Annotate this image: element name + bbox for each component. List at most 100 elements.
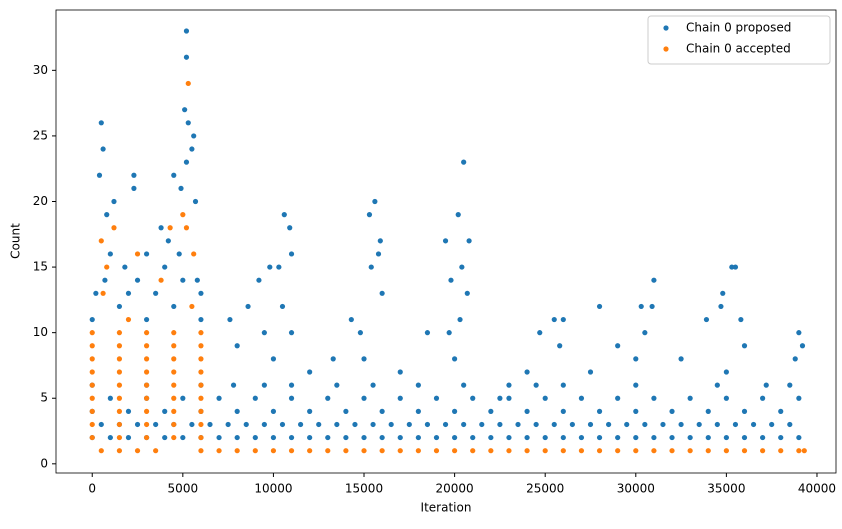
scatter-point	[116, 395, 123, 401]
scatter-point	[288, 448, 295, 454]
scatter-point	[191, 133, 197, 139]
scatter-point	[281, 212, 287, 218]
scatter-point	[379, 448, 385, 454]
scatter-point	[171, 330, 177, 336]
scatter-point	[104, 264, 110, 270]
scatter-point	[143, 343, 150, 349]
scatter-point	[729, 264, 735, 270]
scatter-point	[377, 238, 383, 244]
scatter-point	[557, 343, 563, 349]
scatter-point	[687, 395, 693, 401]
scatter-point	[433, 395, 440, 401]
scatter-point	[578, 434, 585, 441]
scatter-point	[307, 434, 313, 441]
scatter-point	[560, 382, 566, 388]
scatter-point	[596, 448, 603, 454]
scatter-point	[649, 303, 655, 310]
y-tick-label: 25	[33, 128, 48, 142]
scatter-point	[633, 356, 639, 362]
scatter-point	[464, 290, 470, 296]
scatter-point	[243, 421, 249, 428]
scatter-point	[479, 421, 485, 428]
scatter-point	[615, 343, 621, 349]
scatter-point	[171, 408, 177, 414]
scatter-point	[415, 448, 421, 454]
scatter-point	[198, 448, 204, 454]
scatter-point	[165, 238, 171, 244]
scatter-point	[230, 382, 237, 388]
scatter-point	[104, 212, 110, 218]
scatter-point	[180, 434, 186, 441]
scatter-point	[89, 343, 95, 349]
scatter-point	[424, 330, 431, 336]
scatter-point	[216, 448, 222, 454]
scatter-point	[198, 382, 204, 388]
scatter-point	[234, 434, 240, 441]
scatter-point	[198, 395, 204, 401]
y-tick-label: 15	[33, 260, 48, 274]
scatter-point	[750, 421, 757, 428]
x-tick-label: 30000	[617, 482, 655, 496]
scatter-point	[461, 382, 467, 388]
scatter-point	[143, 316, 150, 323]
scatter-point	[470, 395, 476, 401]
scatter-point	[615, 448, 621, 454]
y-tick-label: 10	[33, 325, 48, 339]
scatter-point	[397, 448, 403, 454]
scatter-point	[587, 369, 594, 375]
scatter-point	[642, 421, 648, 428]
scatter-point	[778, 448, 784, 454]
y-tick-label: 5	[40, 391, 48, 405]
scatter-point	[270, 434, 277, 441]
scatter-point	[687, 434, 693, 441]
scatter-point	[180, 277, 186, 283]
scatter-point	[325, 448, 331, 454]
scatter-point	[198, 369, 204, 375]
scatter-point	[162, 408, 168, 414]
scatter-point	[234, 448, 240, 454]
scatter-point	[325, 395, 331, 401]
scatter-point	[89, 330, 95, 336]
scatter-point	[651, 448, 657, 454]
scatter-point	[705, 448, 711, 454]
scatter-point	[343, 434, 349, 441]
scatter-point	[256, 277, 262, 283]
scatter-point	[288, 251, 295, 257]
scatter-point	[288, 330, 295, 336]
scatter-point	[189, 421, 195, 428]
scatter-point	[370, 382, 376, 388]
scatter-point	[560, 316, 566, 323]
scatter-point	[461, 421, 467, 428]
scatter-point	[448, 277, 454, 283]
scatter-point	[678, 356, 684, 362]
scatter-point	[182, 107, 188, 113]
scatter-point	[524, 408, 530, 414]
scatter-point	[578, 395, 585, 401]
scatter-point	[252, 395, 258, 401]
scatter-point	[796, 448, 802, 454]
scatter-point	[216, 434, 222, 441]
scatter-point	[506, 395, 512, 401]
legend-marker	[663, 46, 669, 52]
scatter-point	[89, 382, 95, 388]
scatter-point	[696, 421, 702, 428]
scatter-point	[370, 421, 376, 428]
legend-label: Chain 0 accepted	[686, 42, 791, 56]
scatter-point	[578, 448, 585, 454]
scatter-point	[723, 369, 729, 375]
scatter-point	[143, 369, 150, 375]
scatter-point	[227, 316, 233, 323]
scatter-point	[171, 382, 177, 388]
x-tick-label: 40000	[798, 482, 836, 496]
scatter-point	[143, 408, 150, 414]
scatter-point	[705, 408, 711, 414]
scatter-point	[261, 421, 267, 428]
scatter-point	[89, 369, 95, 375]
scatter-point	[107, 395, 113, 401]
scatter-point	[334, 382, 340, 388]
scatter-point	[515, 421, 521, 428]
scatter-point	[270, 448, 277, 454]
scatter-point	[270, 408, 277, 414]
scatter-point	[143, 395, 150, 401]
